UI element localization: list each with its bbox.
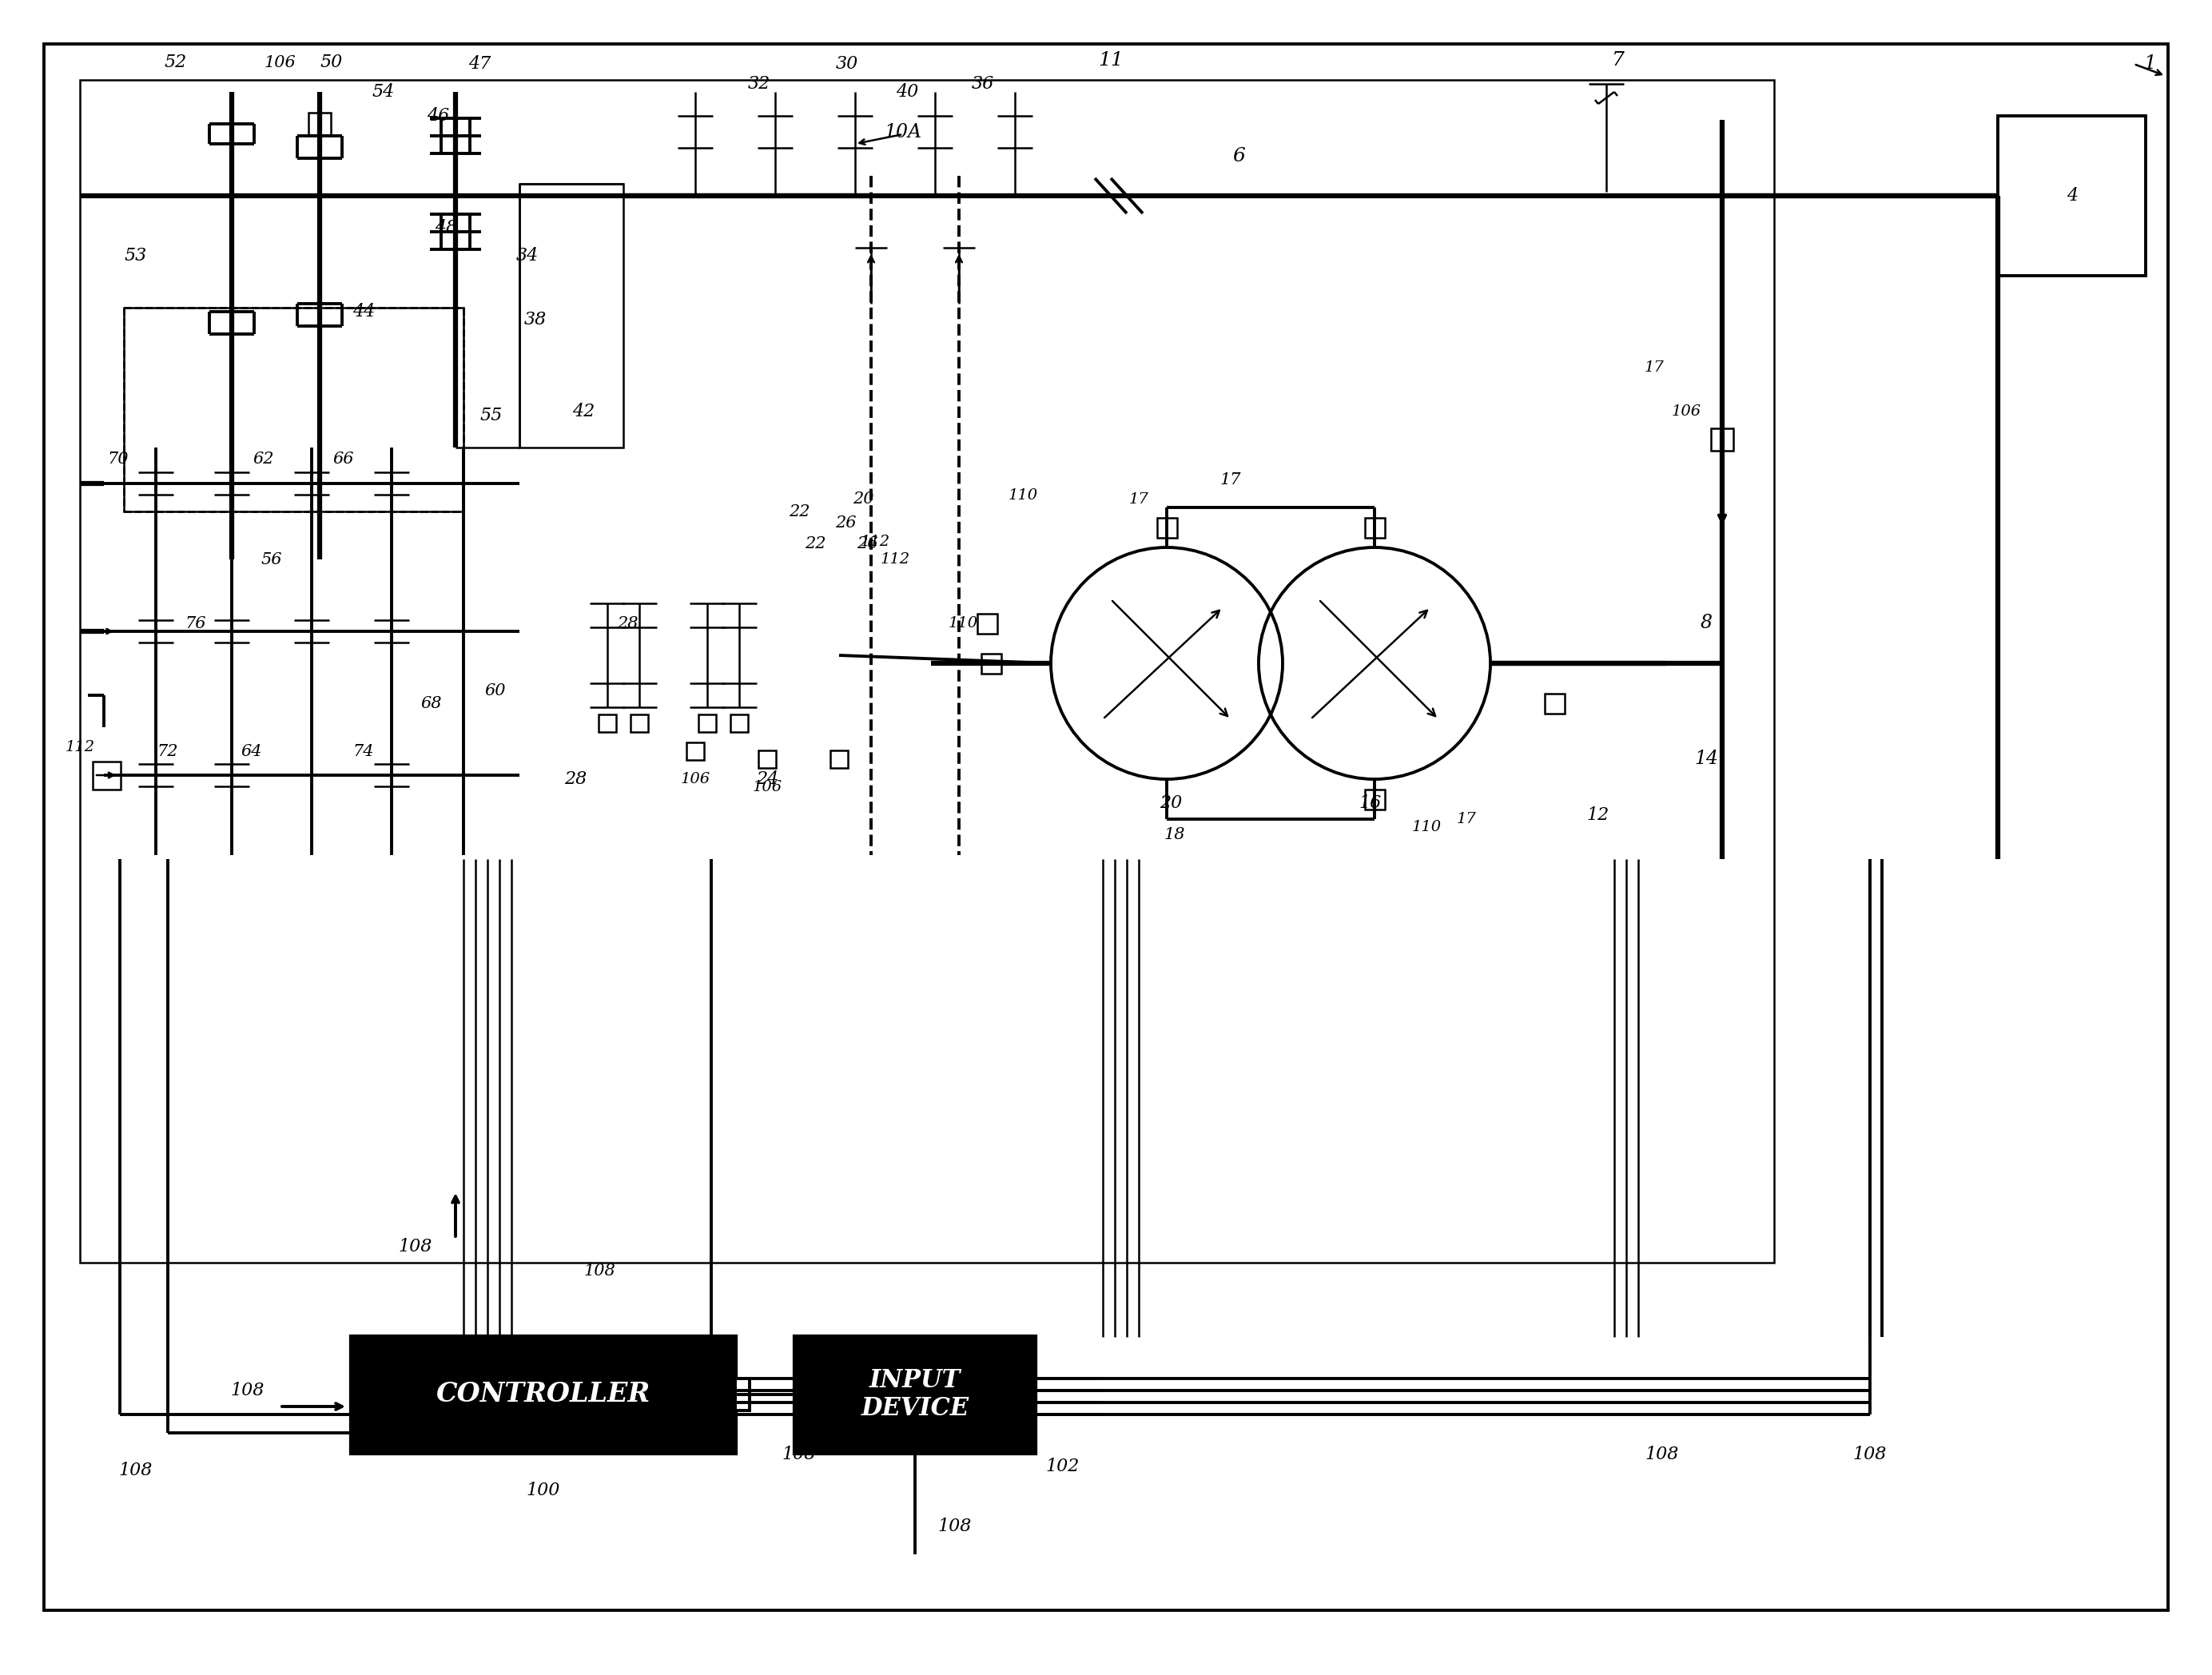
- Text: 110: 110: [1411, 821, 1442, 834]
- Text: 32: 32: [748, 75, 770, 92]
- Text: 34: 34: [515, 246, 540, 265]
- Text: 12: 12: [1586, 806, 1610, 824]
- Text: 6: 6: [1232, 147, 1245, 166]
- Bar: [520, 184, 624, 447]
- Text: 53: 53: [124, 246, 146, 265]
- Text: 40: 40: [896, 84, 918, 100]
- Text: 108: 108: [398, 1238, 434, 1256]
- Bar: [982, 653, 1002, 673]
- Text: 17: 17: [1644, 360, 1663, 375]
- Text: 42: 42: [573, 402, 595, 420]
- Text: 70: 70: [108, 452, 128, 467]
- Text: 106: 106: [752, 781, 783, 794]
- Text: 110: 110: [949, 616, 978, 630]
- Text: 20: 20: [852, 492, 874, 508]
- Text: 28: 28: [617, 616, 637, 631]
- Text: 26: 26: [856, 536, 878, 551]
- Text: 17: 17: [1221, 472, 1241, 487]
- Bar: [1544, 693, 1564, 714]
- Text: 44: 44: [352, 303, 374, 320]
- Bar: [699, 715, 717, 732]
- Text: 68: 68: [420, 695, 442, 710]
- Text: 48: 48: [434, 219, 458, 236]
- Bar: [1365, 518, 1385, 538]
- Text: CONTROLLER: CONTROLLER: [436, 1382, 650, 1407]
- Text: 10A: 10A: [885, 122, 922, 141]
- Text: 108: 108: [230, 1382, 265, 1399]
- Text: 7: 7: [1613, 50, 1624, 69]
- Text: 100: 100: [526, 1482, 560, 1499]
- Bar: [352, 1337, 734, 1452]
- Text: 56: 56: [261, 551, 283, 568]
- Bar: [730, 715, 748, 732]
- Bar: [630, 715, 648, 732]
- Bar: [794, 1337, 1035, 1452]
- Text: 1: 1: [2143, 55, 2157, 74]
- Bar: [1997, 116, 2146, 276]
- Text: 47: 47: [469, 55, 491, 72]
- Text: 22: 22: [787, 504, 810, 519]
- Text: 36: 36: [971, 75, 993, 92]
- Text: 14: 14: [1694, 750, 1719, 769]
- Text: 112: 112: [860, 534, 889, 549]
- Text: 106: 106: [681, 772, 710, 786]
- Bar: [307, 112, 332, 136]
- Text: 26: 26: [834, 516, 856, 531]
- Bar: [93, 762, 122, 789]
- Bar: [830, 750, 847, 767]
- Text: 108: 108: [938, 1518, 971, 1536]
- Bar: [759, 750, 776, 767]
- Text: 72: 72: [157, 744, 179, 759]
- Text: 46: 46: [427, 107, 449, 124]
- Text: 60: 60: [484, 683, 507, 698]
- Text: 108: 108: [1646, 1446, 1679, 1464]
- Text: 50: 50: [321, 54, 343, 70]
- Bar: [1710, 429, 1734, 451]
- Bar: [80, 80, 1774, 1263]
- Text: 22: 22: [805, 536, 825, 551]
- Text: 4: 4: [2066, 188, 2077, 204]
- Text: 106: 106: [1672, 404, 1701, 419]
- Bar: [1157, 518, 1177, 538]
- Text: 52: 52: [164, 54, 188, 70]
- Text: 8: 8: [1701, 615, 1712, 633]
- Bar: [978, 613, 998, 633]
- Text: 102: 102: [1046, 1457, 1079, 1476]
- Text: INPUT
DEVICE: INPUT DEVICE: [860, 1368, 969, 1420]
- Bar: [686, 742, 703, 760]
- Text: 20: 20: [1159, 794, 1181, 812]
- Bar: [734, 1379, 750, 1410]
- Text: 108: 108: [584, 1263, 615, 1278]
- Text: 55: 55: [480, 407, 502, 424]
- Text: 110: 110: [1009, 489, 1037, 502]
- Text: 64: 64: [241, 744, 263, 759]
- Text: 62: 62: [252, 452, 274, 467]
- Text: 108: 108: [1854, 1446, 1887, 1464]
- Text: 28: 28: [564, 770, 586, 787]
- Text: 108: 108: [783, 1446, 816, 1464]
- Text: 16: 16: [1358, 794, 1382, 812]
- Text: 30: 30: [836, 55, 858, 72]
- Text: 108: 108: [119, 1462, 153, 1479]
- Text: 54: 54: [372, 84, 396, 100]
- Text: 74: 74: [354, 744, 374, 759]
- Text: 18: 18: [1164, 827, 1186, 843]
- Text: 112: 112: [64, 740, 95, 754]
- Text: 66: 66: [334, 452, 354, 467]
- Text: 38: 38: [524, 312, 546, 328]
- Bar: [1365, 789, 1385, 809]
- Bar: [599, 715, 617, 732]
- Text: 17: 17: [1128, 492, 1148, 506]
- Text: 106: 106: [263, 55, 296, 70]
- Text: 24: 24: [757, 770, 779, 787]
- Bar: [124, 308, 465, 511]
- Text: 76: 76: [186, 616, 206, 631]
- Text: 17: 17: [1455, 812, 1475, 826]
- Text: 112: 112: [880, 553, 909, 566]
- Text: 11: 11: [1097, 50, 1124, 69]
